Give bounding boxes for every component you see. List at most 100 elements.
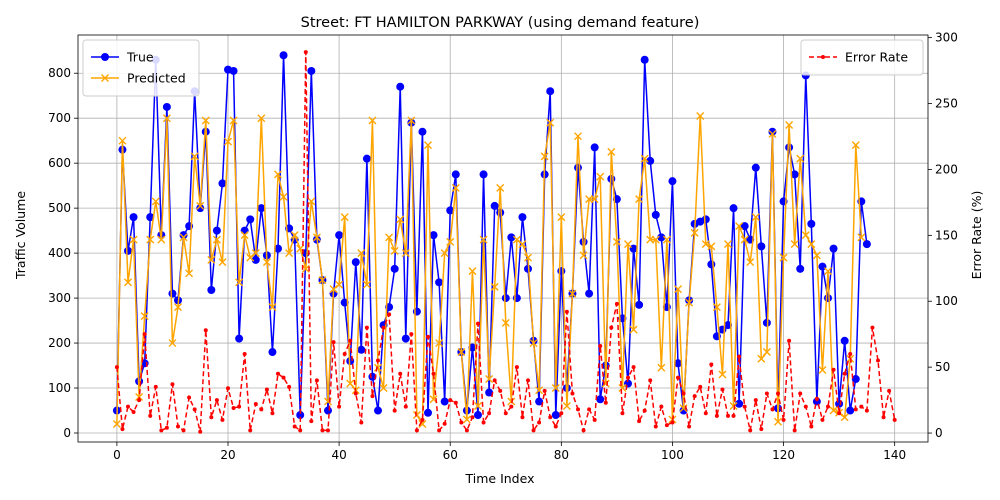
point-error-rate: [364, 325, 369, 330]
point-predicted: [690, 228, 699, 237]
point-error-rate: [198, 429, 203, 434]
point-true: [635, 300, 644, 309]
point-error-rate: [498, 388, 503, 393]
point-error-rate: [637, 419, 642, 424]
point-error-rate: [487, 411, 492, 416]
point-predicted: [735, 222, 744, 231]
point-error-rate: [287, 384, 292, 389]
left-y-tick-label: 700: [48, 111, 71, 125]
point-predicted: [290, 231, 299, 240]
right-y-tick-label: 300: [935, 31, 958, 45]
point-error-rate: [170, 382, 175, 387]
point-error-rate: [292, 424, 297, 429]
point-error-rate: [420, 417, 425, 422]
point-error-rate: [426, 334, 430, 339]
point-true: [546, 87, 555, 96]
point-error-rate: [176, 424, 180, 429]
point-error-rate: [231, 405, 236, 410]
right-y-tick-label: 0: [935, 426, 943, 440]
point-error-rate: [714, 413, 719, 418]
point-true: [557, 267, 566, 276]
point-error-rate: [737, 354, 742, 359]
point-error-rate: [342, 351, 347, 356]
point-error-rate: [687, 424, 692, 429]
point-true: [179, 231, 188, 240]
point-true: [357, 345, 366, 354]
point-error-rate: [814, 396, 819, 401]
point-true: [251, 255, 260, 264]
point-error-rate: [587, 407, 592, 412]
point-true: [829, 244, 838, 253]
legend-right: Error Rate: [800, 39, 924, 76]
point-predicted: [812, 251, 821, 260]
point-error-rate: [331, 340, 336, 345]
point-error-rate: [437, 428, 442, 433]
point-error-rate: [859, 404, 864, 409]
point-predicted: [635, 195, 644, 204]
point-true: [324, 406, 332, 415]
point-error-rate: [181, 428, 186, 433]
point-predicted: [401, 249, 410, 258]
point-error-rate: [509, 404, 514, 409]
point-true: [824, 294, 832, 303]
point-error-rate: [614, 301, 619, 306]
point-error-rate: [120, 427, 125, 432]
point-true: [246, 215, 255, 224]
plot-frame: [77, 34, 929, 443]
point-error-rate: [164, 425, 169, 430]
point-error-rate: [692, 394, 697, 399]
point-predicted: [557, 213, 566, 222]
point-error-rate: [453, 400, 458, 405]
point-true: [212, 226, 221, 235]
x-tick-label: 140: [883, 448, 906, 462]
point-true: [551, 411, 560, 420]
point-true: [129, 213, 138, 222]
point-true: [518, 213, 527, 222]
point-error-rate: [603, 400, 608, 405]
point-error-rate: [264, 387, 269, 392]
point-predicted: [424, 141, 432, 150]
point-true: [412, 307, 421, 316]
point-error-rate: [226, 386, 230, 391]
point-predicted: [346, 379, 355, 388]
point-predicted: [335, 280, 344, 289]
point-predicted: [185, 269, 194, 278]
point-predicted: [457, 348, 466, 357]
point-error-rate: [731, 413, 736, 418]
point-predicted: [312, 233, 321, 242]
point-predicted: [146, 235, 155, 244]
point-predicted: [618, 384, 627, 393]
point-error-rate: [748, 428, 753, 433]
point-predicted: [340, 213, 349, 222]
point-predicted: [157, 235, 166, 244]
point-true: [479, 170, 488, 179]
point-predicted: [162, 114, 171, 123]
point-error-rate: [542, 388, 547, 393]
point-predicted: [207, 255, 216, 264]
point-error-rate: [742, 404, 747, 409]
point-predicted: [529, 339, 538, 348]
point-error-rate: [537, 420, 542, 425]
point-error-rate: [392, 408, 397, 413]
point-error-rate: [753, 398, 758, 403]
point-predicted: [801, 231, 810, 240]
point-true: [424, 408, 432, 417]
point-true: [490, 201, 499, 210]
x-tick-label: 100: [661, 448, 684, 462]
point-true: [485, 388, 494, 397]
point-error-rate: [770, 407, 775, 412]
point-error-rate: [726, 413, 730, 418]
point-error-rate: [892, 417, 897, 422]
point-error-rate: [492, 378, 497, 383]
point-predicted: [724, 240, 732, 249]
point-error-rate: [348, 338, 353, 343]
point-predicted: [357, 249, 366, 258]
legend-box: [800, 39, 924, 76]
point-true: [751, 163, 760, 172]
point-error-rate: [126, 404, 130, 409]
point-true: [468, 343, 477, 352]
legend-label-error-rate: Error Rate: [845, 50, 908, 65]
point-error-rate: [864, 408, 869, 413]
point-predicted: [274, 170, 282, 179]
